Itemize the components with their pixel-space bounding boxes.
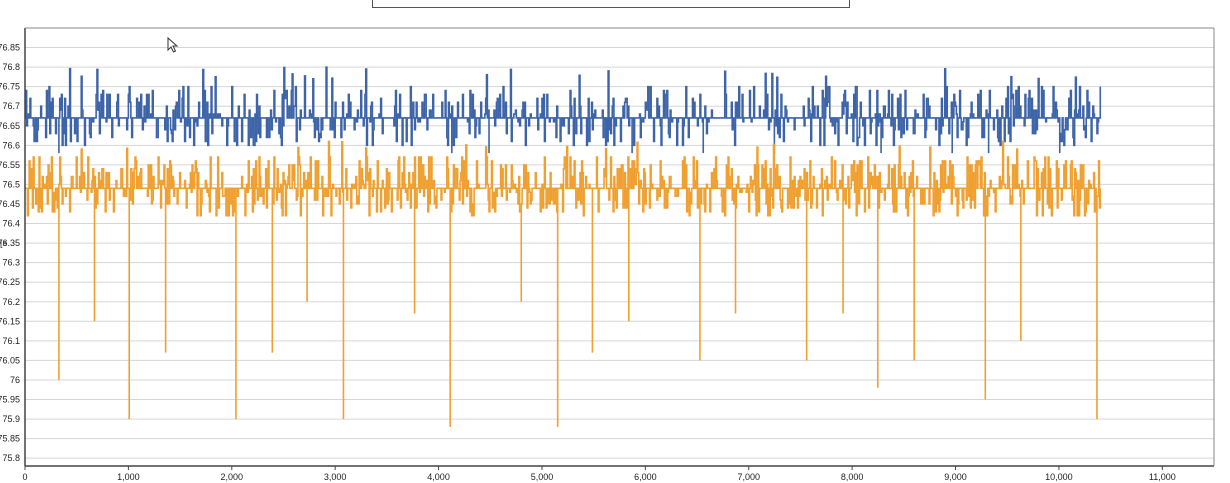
- x-tick-labels: 0 1,000 2,000 3,000 4,000 5,000 6,000 7,000 8,00…: [22, 472, 1175, 482]
- y-tick-label: 76.7: [2, 101, 20, 111]
- x-tick-label: 9,000: [944, 472, 967, 482]
- y-tick-label: 76.25: [0, 277, 20, 287]
- x-tick-label: 1,000: [117, 472, 140, 482]
- x-tick-label: 11,000: [1149, 472, 1176, 482]
- x-tick-label: 0: [22, 472, 27, 482]
- x-tick-label: 5,000: [531, 472, 554, 482]
- y-tick-label: 76: [10, 375, 20, 385]
- y-tick-label: 76.3: [2, 258, 20, 268]
- y-tick-label: 76.55: [0, 160, 20, 170]
- y-tick-label: 75.9: [2, 414, 20, 424]
- y-tick-label: 76.5: [2, 179, 20, 189]
- y-tick-label: 76.8: [2, 62, 20, 72]
- y-tick-label: 76.35: [0, 238, 20, 248]
- y-tick-label: 76.75: [0, 82, 20, 92]
- series-line-orange: [25, 140, 1102, 427]
- y-tick-label: 76.85: [0, 43, 20, 53]
- y-tick-label: 76.6: [2, 140, 20, 150]
- x-tick-label: 6,000: [634, 472, 657, 482]
- x-tick-label: 8,000: [841, 472, 864, 482]
- x-tick-label: 7,000: [737, 472, 760, 482]
- x-tick-label: 10,000: [1045, 472, 1073, 482]
- y-tick-label: 76.2: [2, 297, 20, 307]
- x-tick-label: 4,000: [427, 472, 450, 482]
- chart-legend-box: [372, 0, 850, 8]
- y-tick-label: 76.4: [2, 219, 20, 229]
- x-tick-label: 3,000: [324, 472, 347, 482]
- y-tick-label: 75.95: [0, 395, 20, 405]
- series-line-blue: [25, 66, 1102, 154]
- y-tick-label: 75.85: [0, 434, 20, 444]
- y-tick-label: 76.45: [0, 199, 20, 209]
- y-tick-label: 75.8: [2, 453, 20, 463]
- y-tick-label: 76.65: [0, 121, 20, 131]
- y-tick-label: 76.1: [2, 336, 20, 346]
- x-tick-label: 2,000: [221, 472, 244, 482]
- y-axis-marker: [s: [0, 238, 8, 248]
- y-tick-label: 76.05: [0, 355, 20, 365]
- gridlines: [25, 47, 1214, 459]
- y-tick-labels: 75.8 75.85 75.9 75.95 76 76.05 76.1 76.15 76.2 76…: [0, 43, 20, 464]
- series-lines: [25, 66, 1102, 427]
- mouse-pointer-icon: [167, 37, 179, 53]
- axes: [24, 27, 1215, 470]
- y-tick-label: 76.15: [0, 316, 20, 326]
